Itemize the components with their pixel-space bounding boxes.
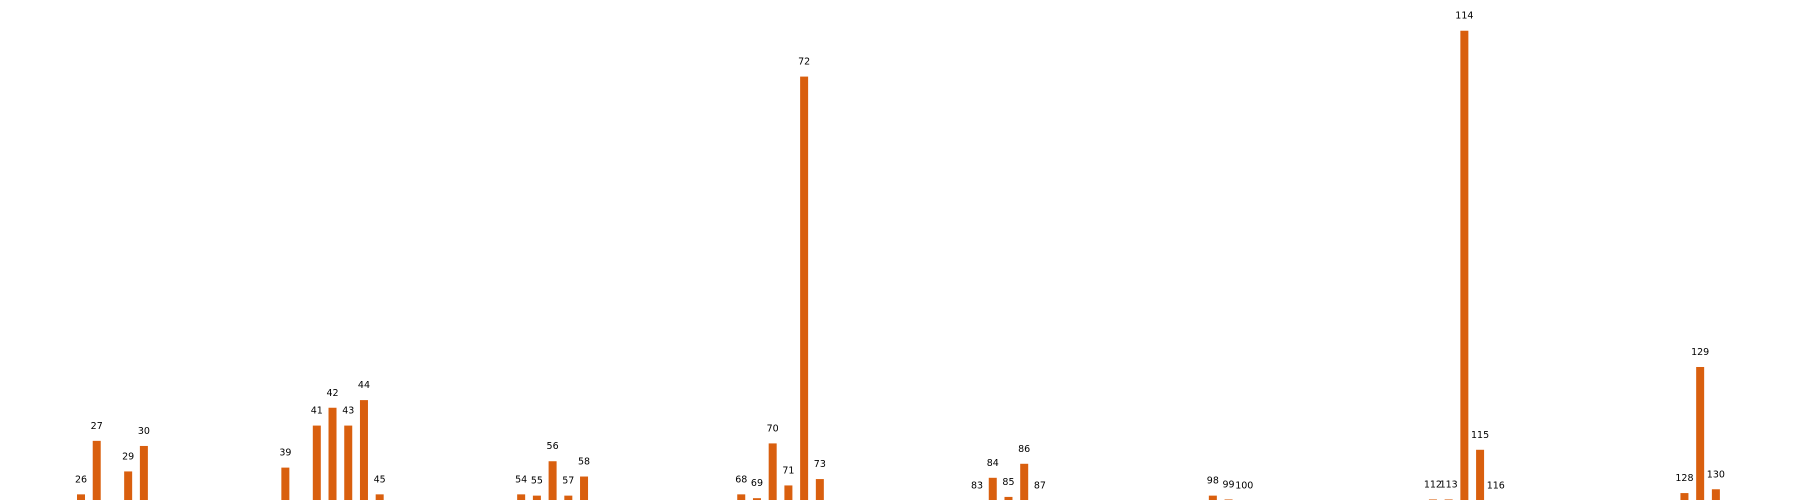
bar-56 [548,461,557,500]
bar-54 [517,494,526,500]
bar-label-57: 57 [562,476,574,487]
bar-label-128: 128 [1675,473,1693,484]
bar-43 [344,425,353,500]
bar-label-72: 72 [798,57,810,68]
bar-58 [580,476,589,500]
bar-129 [1696,366,1705,500]
bar-42 [328,407,337,500]
bar-86 [1020,463,1029,500]
bar-label-116: 116 [1487,481,1505,492]
bar-128 [1680,493,1689,500]
bar-label-45: 45 [374,474,386,485]
bar-30 [139,445,148,500]
bar-72 [800,76,809,500]
bar-73 [815,479,824,500]
bar-label-98: 98 [1207,476,1219,487]
bar-label-85: 85 [1002,477,1014,488]
bar-label-71: 71 [782,465,794,476]
bars-group [77,30,1720,500]
bar-label-130: 130 [1707,469,1725,480]
bar-label-30: 30 [138,426,150,437]
bar-label-100: 100 [1235,481,1253,492]
bar-130 [1711,489,1720,500]
bar-label-54: 54 [515,474,527,485]
bar-label-73: 73 [814,459,826,470]
bar-label-58: 58 [578,457,590,468]
bar-29 [124,471,133,500]
bar-label-115: 115 [1471,430,1489,441]
bar-57 [564,495,573,500]
bar-26 [77,494,85,500]
bar-39 [281,467,290,500]
bar-label-129: 129 [1691,347,1709,358]
bar-115 [1476,449,1485,500]
bar-label-112: 112 [1424,479,1442,490]
bar-41 [312,425,321,500]
bar-label-42: 42 [326,388,338,399]
bar-98 [1208,495,1217,500]
bar-label-27: 27 [91,421,103,432]
bar-84 [988,477,997,500]
bar-70 [768,443,777,500]
bar-27 [92,440,101,500]
bar-69 [752,498,761,500]
bar-label-55: 55 [531,476,543,487]
bar-label-113: 113 [1440,479,1458,490]
bar-114 [1460,30,1469,500]
bar-label-41: 41 [311,406,323,417]
bar-label-99: 99 [1223,479,1235,490]
bar-label-114: 114 [1455,11,1473,22]
bar-label-70: 70 [767,423,779,434]
bar-label-83: 83 [971,481,983,492]
bar-label-43: 43 [342,406,354,417]
bar-label-84: 84 [987,458,999,469]
bar-label-56: 56 [547,441,559,452]
bar-44 [359,400,368,500]
bar-68 [737,494,746,500]
bar-45 [375,494,384,500]
bar-71 [784,485,793,500]
bar-label-29: 29 [122,451,134,462]
bar-label-86: 86 [1018,444,1030,455]
bar-85 [1004,496,1013,500]
bar-55 [532,495,541,500]
bar-label-68: 68 [735,474,747,485]
bar-label-87: 87 [1034,481,1046,492]
bar-label-69: 69 [751,478,763,489]
bar-label-39: 39 [279,448,291,459]
bar-label-26: 26 [75,474,87,485]
bar-label-44: 44 [358,380,370,391]
